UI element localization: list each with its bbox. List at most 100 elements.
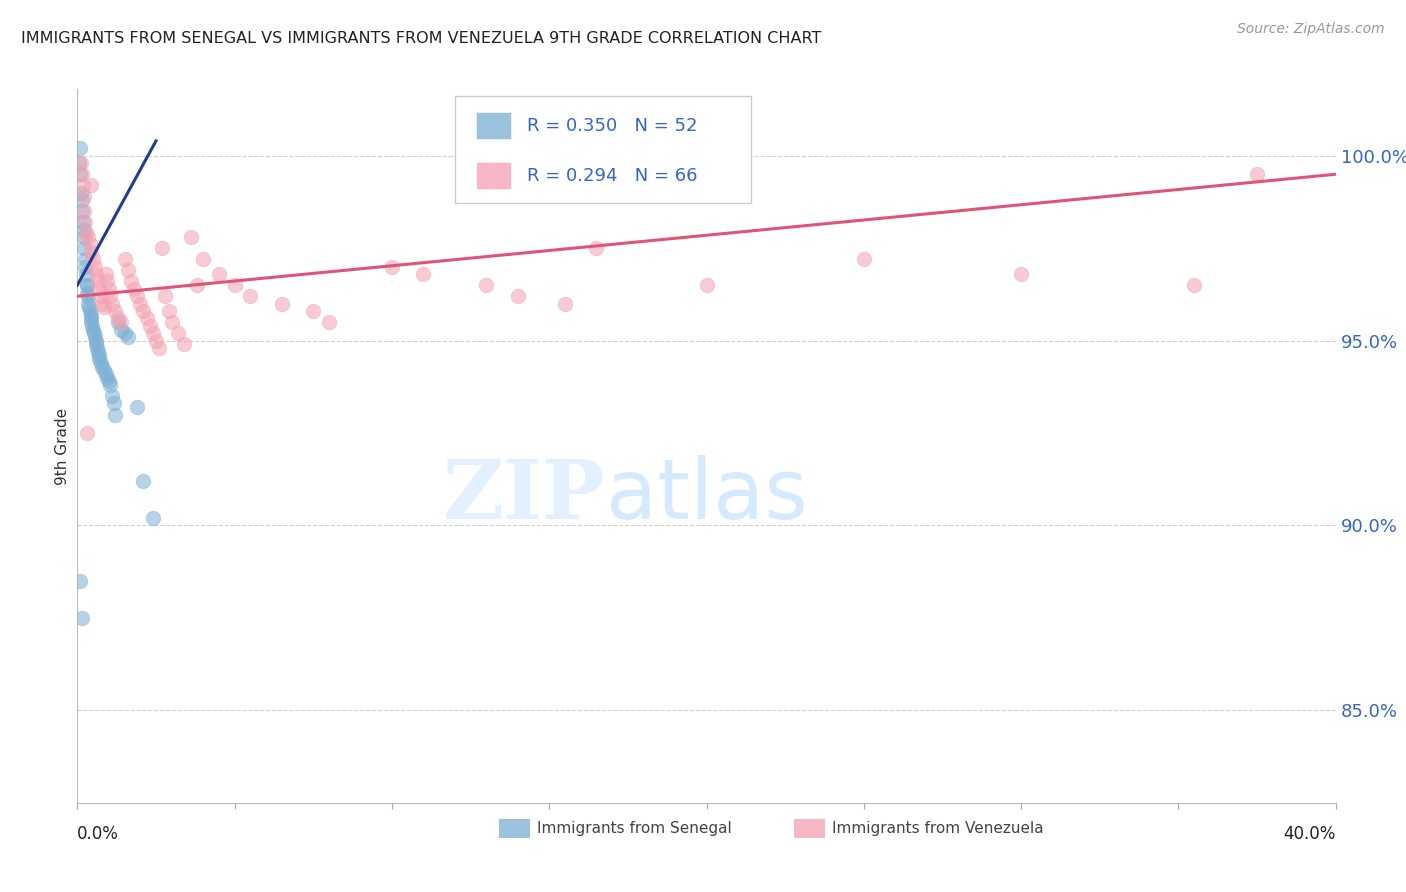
Point	[120, 275, 142, 289]
Point	[114, 252, 136, 267]
Point	[87, 348, 110, 362]
Text: Immigrants from Senegal: Immigrants from Senegal	[537, 822, 733, 836]
Text: ZIP: ZIP	[443, 456, 606, 536]
Point	[91, 296, 114, 310]
Point	[585, 241, 607, 255]
Point	[76, 278, 98, 293]
Point	[77, 296, 100, 310]
Point	[475, 278, 498, 293]
Point	[82, 318, 104, 333]
Point	[76, 278, 98, 293]
Text: 0.0%: 0.0%	[77, 825, 120, 843]
Point	[150, 241, 173, 255]
Point	[186, 278, 208, 293]
Point	[318, 315, 340, 329]
Bar	[477, 162, 512, 189]
Text: R = 0.350   N = 52: R = 0.350 N = 52	[527, 117, 697, 135]
Point	[67, 156, 90, 170]
Point	[87, 344, 110, 359]
Point	[180, 230, 202, 244]
Point	[167, 326, 190, 341]
Point	[107, 311, 129, 326]
Point	[83, 326, 105, 341]
Point	[70, 193, 93, 207]
Point	[852, 252, 875, 267]
Point	[79, 304, 101, 318]
Point	[82, 322, 104, 336]
Point	[160, 315, 183, 329]
Point	[148, 341, 170, 355]
Point	[72, 223, 94, 237]
Point	[1182, 278, 1205, 293]
Point	[110, 322, 132, 336]
Text: atlas: atlas	[606, 456, 807, 536]
Point	[73, 204, 96, 219]
Point	[84, 267, 107, 281]
Point	[72, 215, 94, 229]
Point	[98, 378, 121, 392]
Point	[79, 301, 101, 315]
Point	[80, 311, 103, 326]
Point	[117, 330, 139, 344]
Point	[91, 359, 114, 374]
Point	[79, 178, 101, 193]
Point	[70, 611, 93, 625]
Point	[129, 296, 152, 310]
Point	[101, 389, 124, 403]
Point	[127, 400, 149, 414]
Point	[80, 315, 103, 329]
Point	[80, 244, 103, 259]
Point	[69, 574, 91, 588]
Point	[75, 215, 97, 229]
Point	[93, 363, 115, 377]
Y-axis label: 9th Grade: 9th Grade	[55, 408, 70, 484]
Point	[224, 278, 246, 293]
Text: Immigrants from Venezuela: Immigrants from Venezuela	[832, 822, 1045, 836]
Point	[69, 141, 91, 155]
Point	[72, 189, 94, 203]
Point	[97, 374, 120, 388]
Point	[696, 278, 718, 293]
Point	[104, 408, 127, 422]
Point	[70, 156, 93, 170]
Point	[208, 267, 231, 281]
Point	[1246, 167, 1268, 181]
Point	[77, 230, 100, 244]
Point	[70, 186, 93, 200]
Point	[1010, 267, 1032, 281]
FancyBboxPatch shape	[456, 96, 751, 203]
Bar	[477, 112, 512, 139]
Point	[412, 267, 434, 281]
Point	[103, 396, 125, 410]
Point	[79, 237, 101, 252]
Point	[302, 304, 325, 318]
Point	[72, 178, 94, 193]
Point	[87, 275, 110, 289]
Point	[145, 334, 167, 348]
Point	[96, 275, 118, 289]
Point	[70, 204, 93, 219]
Point	[89, 282, 111, 296]
Point	[83, 330, 105, 344]
Point	[75, 267, 97, 281]
Point	[270, 296, 292, 310]
Point	[75, 260, 97, 274]
Text: R = 0.294   N = 66: R = 0.294 N = 66	[527, 167, 697, 185]
Point	[94, 367, 117, 381]
Point	[132, 474, 155, 488]
Point	[89, 352, 111, 367]
Point	[96, 370, 118, 384]
Point	[69, 167, 91, 181]
Point	[142, 326, 165, 341]
Point	[83, 260, 105, 274]
Text: Source: ZipAtlas.com: Source: ZipAtlas.com	[1237, 22, 1385, 37]
Point	[173, 337, 195, 351]
Point	[94, 267, 117, 281]
Point	[86, 341, 108, 355]
Point	[239, 289, 262, 303]
Point	[122, 282, 145, 296]
Point	[127, 289, 149, 303]
Point	[82, 252, 104, 267]
Point	[84, 334, 107, 348]
Point	[75, 252, 97, 267]
